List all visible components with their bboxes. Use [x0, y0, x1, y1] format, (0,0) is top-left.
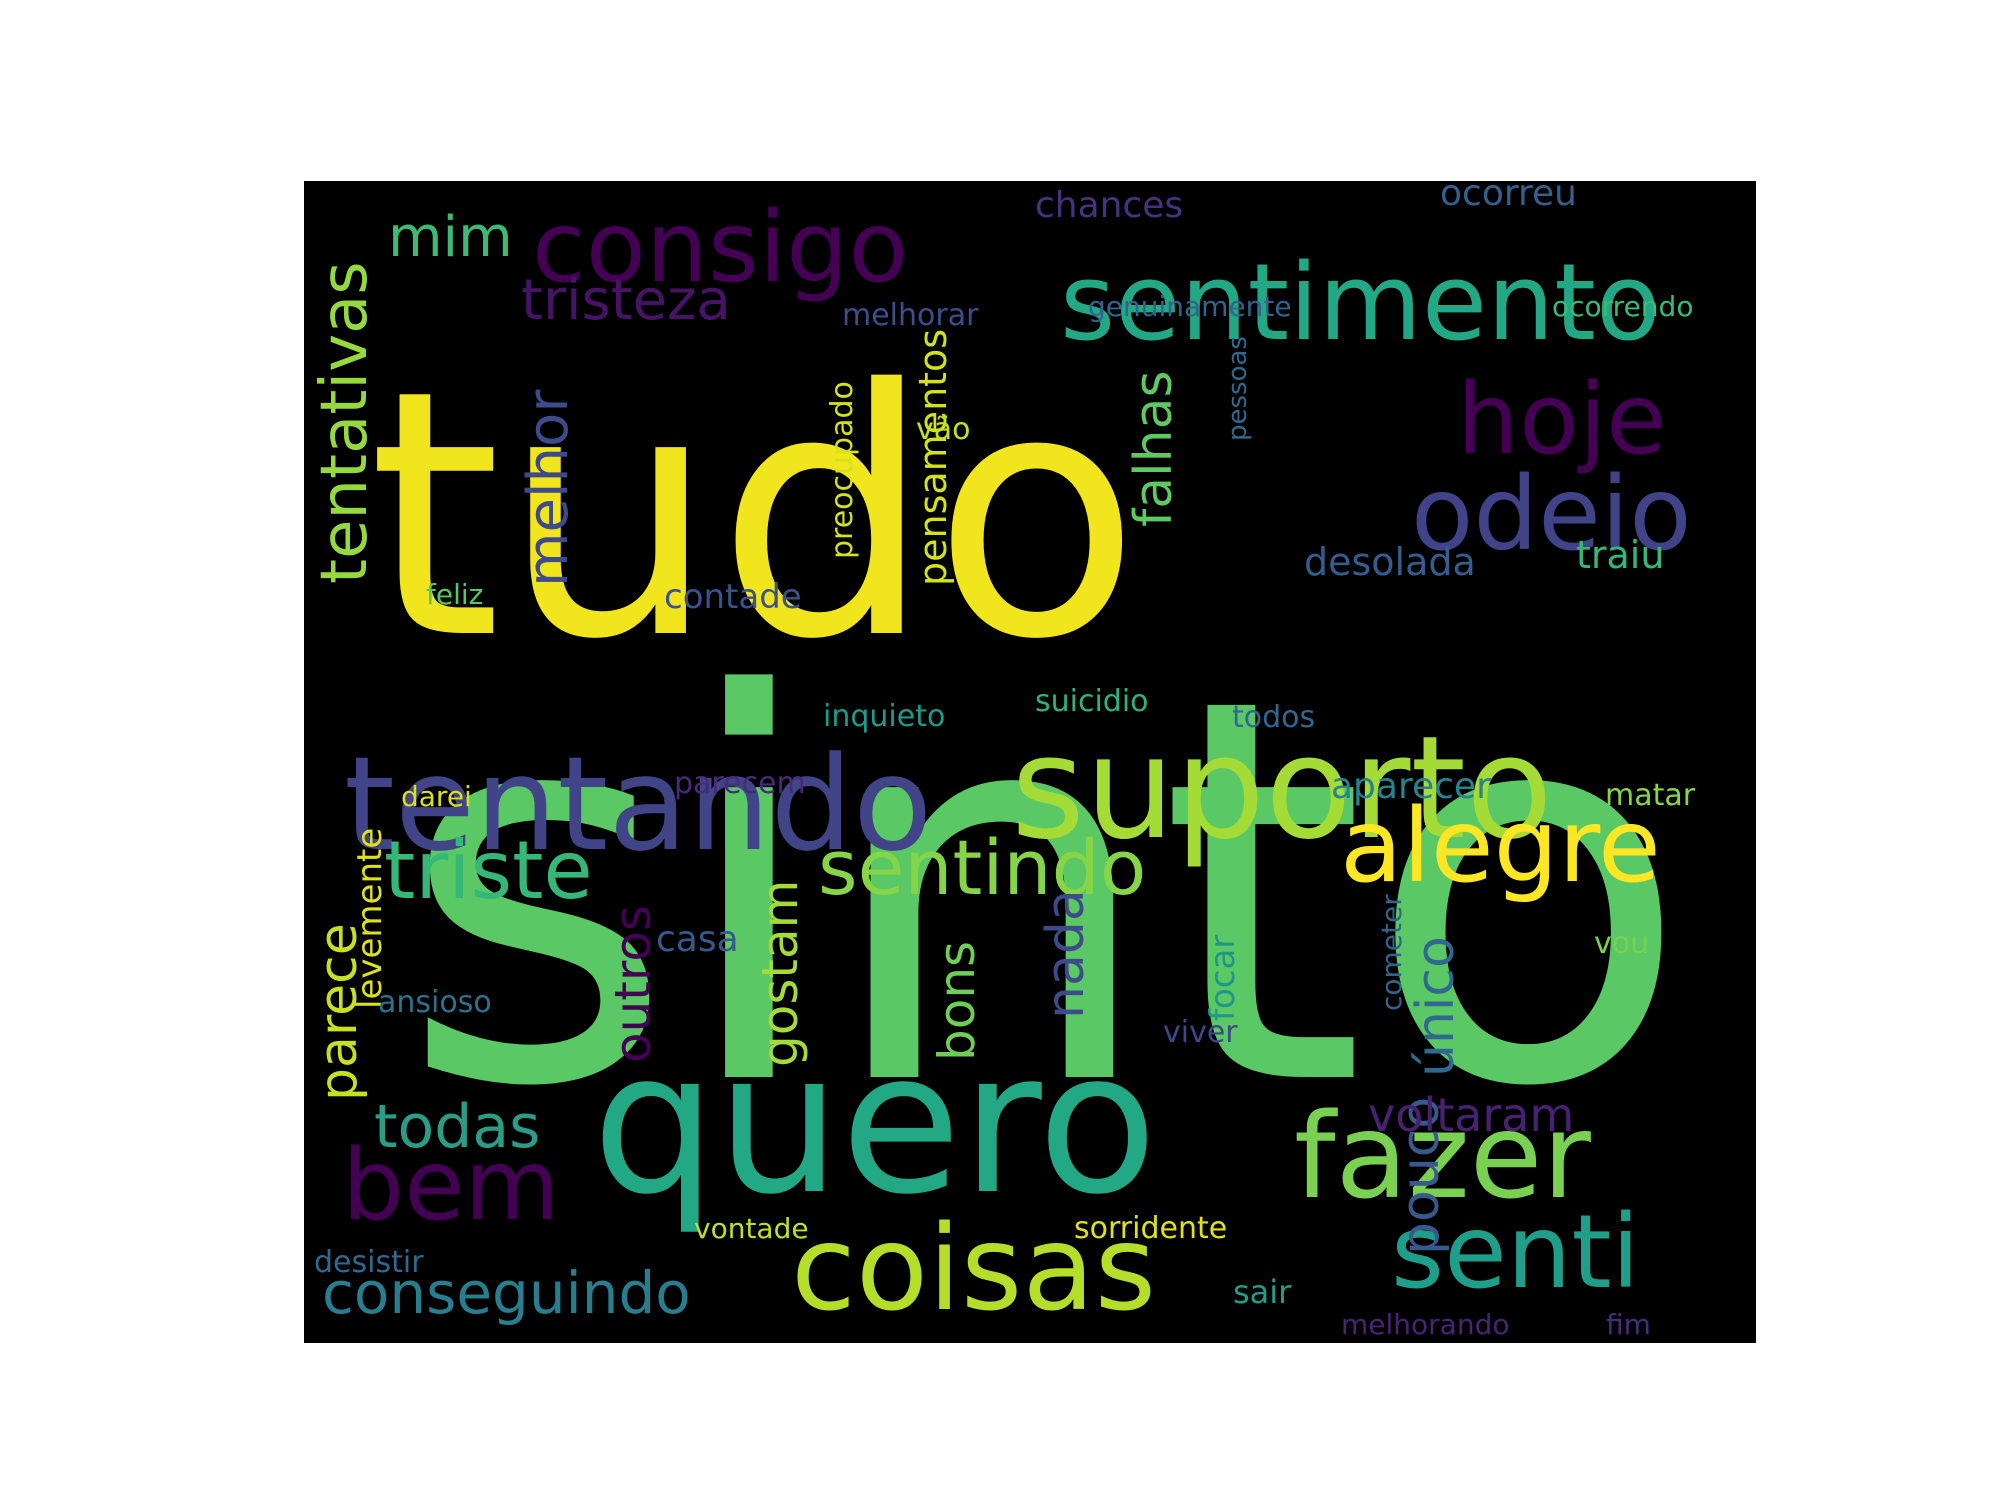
word-tentativas: tentativas [308, 261, 382, 584]
word-odeio: odeio [1411, 455, 1692, 574]
word-melhorar: melhorar [842, 298, 979, 333]
word-ocorreu: ocorreu [1440, 181, 1577, 214]
word-hoje: hoje [1457, 363, 1667, 477]
word-gostam: gostam [751, 880, 809, 1067]
word-desistir: desistir [314, 1245, 424, 1280]
word-tentando: tentando [344, 728, 932, 880]
word-outros: outros [604, 905, 662, 1063]
word-viver: viver [1163, 1015, 1238, 1050]
word-sorridente: sorridente [1074, 1211, 1227, 1246]
word-focar: focar [1203, 935, 1243, 1021]
word-chances: chances [1035, 185, 1183, 226]
word-sinto: sinto [399, 585, 1690, 1202]
word-bem: bem [342, 1129, 560, 1243]
word-pessoas: pessoas [1223, 336, 1253, 441]
word-bons: bons [928, 941, 986, 1061]
word-ocorrendo: ocorrendo [1552, 290, 1693, 323]
word-tristeza: tristeza [521, 268, 731, 333]
word-todos: todos [1232, 700, 1315, 735]
word-pensamentos: pensamentos [911, 329, 955, 586]
word-consigo: consigo [532, 191, 908, 305]
word-suporto: suporto [1011, 706, 1553, 871]
word-parecem: parecem [674, 766, 806, 801]
word-darei: darei [401, 780, 472, 813]
word-mim: mim [388, 205, 513, 270]
word-aparecer: aparecer [1331, 766, 1491, 807]
word-levemente: levemente [350, 828, 390, 1009]
word-falhas: falhas [1124, 370, 1184, 527]
word-sair: sair [1233, 1273, 1292, 1311]
word-triste: triste [384, 824, 593, 917]
word-quero: quero [592, 1010, 1157, 1238]
word-nada: nada [1036, 889, 1096, 1019]
word-vão: vão [916, 412, 971, 447]
word-pouco: pouco [1391, 1097, 1451, 1255]
word-melhor: melhor [516, 389, 581, 587]
word-todas: todas [374, 1092, 540, 1162]
word-fazer: fazer [1294, 1087, 1591, 1225]
word-melhorando: melhorando [1341, 1308, 1509, 1341]
word-senti: senti [1391, 1193, 1640, 1312]
word-genuinamente: genuinamente [1088, 290, 1292, 323]
word-desolada: desolada [1304, 540, 1476, 584]
word-cloud-panel: sinto tudo quero suporto tentando fazer coisas… [304, 181, 1756, 1343]
word-alegre: alegre [1340, 787, 1661, 906]
word-parece: parece [309, 923, 369, 1101]
word-único: único [1406, 936, 1466, 1077]
word-tudo: tudo [368, 318, 1141, 714]
word-casa: casa [656, 919, 739, 960]
word-vou: vou [1594, 926, 1649, 961]
word-inquieto: inquieto [823, 699, 945, 734]
word-vontade: vontade [694, 1212, 809, 1245]
word-matar: matar [1605, 778, 1696, 813]
word-feliz: feliz [426, 578, 483, 611]
word-traiu: traiu [1576, 533, 1664, 577]
word-fim: fim [1606, 1308, 1651, 1341]
word-suicidio: suicidio [1035, 684, 1149, 719]
word-voltaram: voltaram [1368, 1088, 1574, 1142]
word-coisas: coisas [791, 1199, 1156, 1337]
word-ansioso: ansioso [378, 985, 492, 1020]
word-sentimento: sentimento [1060, 241, 1661, 364]
word-sentindo: sentindo [818, 823, 1146, 912]
word-contade: contade [664, 577, 802, 617]
word-preocupado: preocupado [825, 381, 860, 559]
word-conseguindo: conseguindo [322, 1259, 691, 1327]
word-cometer: cometer [1375, 894, 1408, 1011]
